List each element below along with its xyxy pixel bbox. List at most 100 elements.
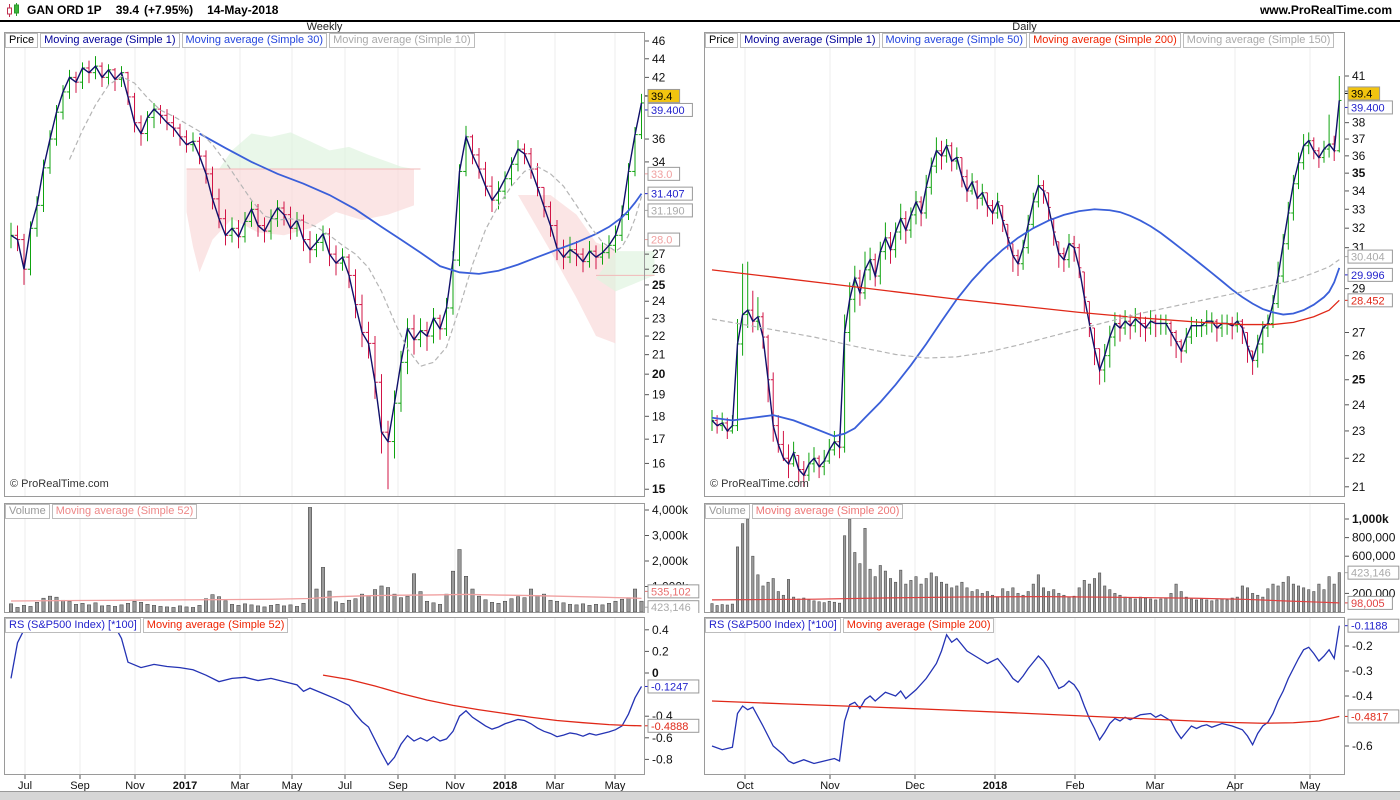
y-tick-label: 15 (652, 482, 666, 496)
y-tick-label: 33 (1352, 202, 1366, 216)
x-tick-label: Nov (445, 780, 465, 791)
x-tick-label: Sep (70, 780, 90, 791)
legend-item[interactable]: Moving average (Simple 10) (329, 33, 475, 48)
axis-badge-label: 28.0 (651, 235, 672, 247)
x-tick-label: 2018 (983, 780, 1007, 791)
x-tick-label: Dec (905, 780, 925, 791)
axis-badge (647, 203, 693, 218)
x-tick-label: Mar (546, 780, 565, 791)
legend-item[interactable]: Moving average (Simple 1) (740, 33, 880, 48)
daily-price-chart[interactable]: 41403837363534333231292726252423222139.4… (704, 32, 1400, 497)
axis-badge-label: 29.996 (1351, 270, 1385, 282)
legend-item[interactable]: Moving average (Simple 200) (751, 504, 904, 519)
y-tick-label: 20 (652, 367, 666, 381)
site-link[interactable]: www.ProRealTime.com (1259, 3, 1392, 17)
y-tick-label: 23 (652, 311, 666, 325)
cloud-area (518, 195, 616, 344)
close-line (10, 64, 643, 444)
pane-border (4, 32, 645, 497)
gridlines (24, 504, 616, 612)
axis-badge-label: 33.0 (651, 169, 672, 181)
ma30-line (199, 132, 643, 275)
axis-badge (647, 232, 681, 247)
x-tick-label: Jul (18, 780, 32, 791)
y-tick-label: 44 (652, 52, 666, 66)
legend-item[interactable]: Moving average (Simple 30) (181, 33, 328, 48)
watermark: © ProRealTime.com (10, 478, 109, 490)
axis-badge (647, 186, 693, 201)
y-tick-label: 0 (652, 666, 659, 680)
legend-item[interactable]: RS (S&P500 Index) [*100] (5, 618, 141, 633)
axis-badge-label: 31.407 (651, 189, 685, 201)
y-tick-label: -0.2 (1352, 639, 1373, 653)
x-tick-label: May (282, 780, 303, 791)
legend-item[interactable]: Moving average (Simple 150) (1182, 33, 1335, 48)
legend-daily-price: Price Moving average (Simple 1) Moving ave… (705, 33, 1335, 48)
y-tick-label: 17 (652, 432, 666, 446)
y-tick-label: 26 (652, 262, 666, 276)
axis-badge (647, 166, 681, 181)
y-tick-label: -0.3 (1352, 664, 1373, 678)
x-tick-label: Nov (820, 780, 840, 791)
legend-item[interactable]: Price (705, 33, 739, 48)
gridlines (24, 33, 616, 496)
daily-rs-chart[interactable]: -0.2 -0.3 -0.4 -0.6 -0.1188 -0.4817 (704, 617, 1400, 775)
y-tick-label: 19 (652, 388, 666, 402)
y-tick-label: 16 (652, 456, 666, 470)
rs-line (10, 624, 643, 766)
y-tick-label: 36 (652, 132, 666, 146)
y-tick-label: 23 (1352, 424, 1366, 438)
y-tick-label: 2,000k (652, 554, 689, 568)
axis-badge-label: 535,102 (651, 586, 691, 598)
axis-badge (647, 600, 700, 613)
y-tick-label: 41 (1352, 69, 1366, 83)
legend-item[interactable]: Moving average (Simple 52) (51, 504, 198, 519)
axis-badge-label: 39.4 (651, 91, 672, 103)
y-tick-label: 46 (652, 34, 666, 48)
legend-item[interactable]: Moving average (Simple 1) (40, 33, 180, 48)
legend-item[interactable]: Moving average (Simple 50) (881, 33, 1028, 48)
gridlines (744, 618, 1311, 774)
legend-item[interactable]: Volume (5, 504, 50, 519)
y-axis[interactable]: -0.2 -0.3 -0.4 -0.6 -0.1188 -0.4817 (1345, 618, 1400, 753)
legend-daily-rs: RS (S&P500 Index) [*100] Moving average (… (705, 618, 995, 633)
top-bar: GAN ORD 1P 39.4 (+7.95%) 14-May-2018 www… (0, 0, 1400, 22)
axis-badge (1347, 618, 1400, 633)
axis-badge-label: -0.1247 (651, 681, 688, 693)
y-tick-label: 4,000k (652, 503, 689, 517)
legend-item[interactable]: Volume (705, 504, 750, 519)
last-price: 39.4 (115, 3, 140, 17)
legend-item[interactable]: Moving average (Simple 52) (142, 618, 289, 633)
weekly-rs-chart[interactable]: 0.40.20-0.4-0.6-0.8-0.1247-0.4888 (4, 617, 700, 775)
y-tick-label: 27 (652, 247, 666, 261)
y-tick-label: 18 (652, 409, 666, 423)
axis-badge (1347, 86, 1381, 101)
time-axis[interactable]: Jul Sep Nov 2017 Mar May Jul Sep Nov 2018 Mar May Oc… (0, 775, 1400, 791)
x-tick-label: Jul (338, 780, 352, 791)
y-axis[interactable]: 0.40.20-0.4-0.6-0.8-0.1247-0.4888 (645, 623, 700, 767)
legend-item[interactable]: Moving average (Simple 200) (842, 618, 995, 633)
volume-ma52-line (10, 593, 642, 602)
y-tick-label: 800,000 (1352, 531, 1396, 545)
x-tick-label: Mar (231, 780, 250, 791)
volume-bars (9, 507, 644, 613)
window-footer (0, 791, 1400, 800)
legend-item[interactable]: Moving average (Simple 200) (1029, 33, 1181, 48)
x-tick-label: Sep (388, 780, 408, 791)
axis-badge (647, 102, 693, 117)
gridlines (24, 618, 616, 774)
axis-badge-label: -0.4817 (1351, 711, 1388, 723)
axis-badge (1347, 100, 1393, 115)
y-tick-label: 32 (1352, 221, 1366, 235)
axis-badge (1347, 595, 1393, 610)
axis-badge-label: 30.404 (1351, 252, 1385, 264)
legend-item[interactable]: Price (5, 33, 39, 48)
legend-item[interactable]: RS (S&P500 Index) [*100] (705, 618, 841, 633)
y-axis[interactable]: 41403837363534333231292726252423222139.4… (1345, 69, 1393, 494)
